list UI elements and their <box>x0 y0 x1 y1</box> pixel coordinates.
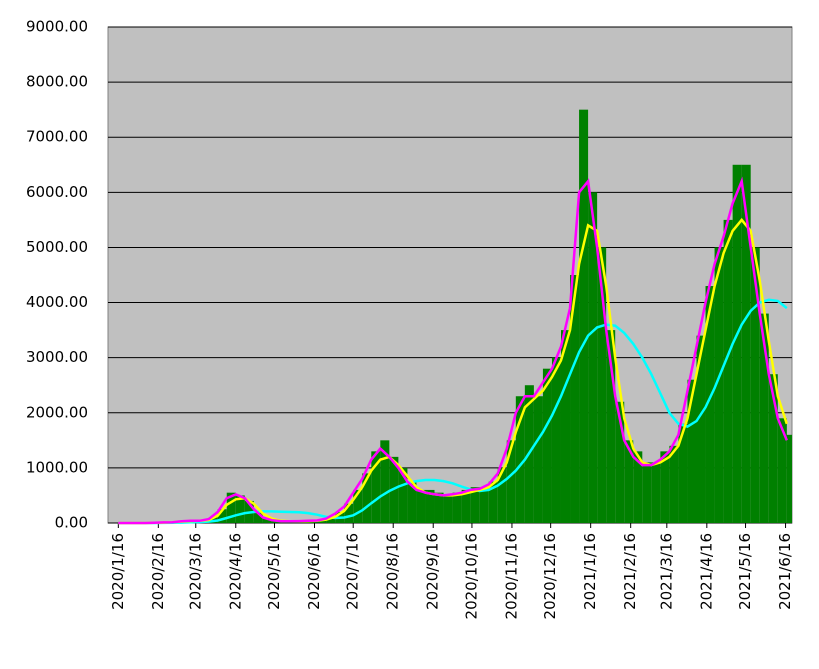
x-tick-label: 2021/1/16 <box>581 533 599 610</box>
bar <box>714 247 724 523</box>
bar <box>398 467 408 523</box>
bar <box>488 481 498 523</box>
x-tick-label: 2020/6/16 <box>305 533 323 610</box>
x-tick-label: 2020/3/16 <box>186 533 204 610</box>
x-tick-label: 2020/1/16 <box>109 533 127 610</box>
bar <box>362 473 372 523</box>
y-tick-label: 2000.00 <box>26 403 88 421</box>
y-tick-label: 7000.00 <box>26 128 88 146</box>
bar <box>741 164 751 523</box>
bar <box>262 518 272 523</box>
x-tick-label: 2020/2/16 <box>149 533 167 610</box>
bar <box>606 330 616 523</box>
bar <box>371 451 381 523</box>
bar <box>235 495 245 523</box>
bar <box>633 451 643 523</box>
bar <box>217 509 227 523</box>
plot-area <box>107 26 793 524</box>
x-tick-label: 2021/5/16 <box>736 533 754 610</box>
line <box>118 176 788 525</box>
bar <box>344 503 354 523</box>
bar <box>407 481 417 523</box>
x-tick-label: 2020/4/16 <box>226 533 244 610</box>
bar <box>353 489 363 523</box>
y-tick-label: 6000.00 <box>26 183 88 201</box>
x-tick-label: 2020/7/16 <box>344 533 362 610</box>
x-tick-label: 2020/8/16 <box>384 533 402 610</box>
bar <box>759 313 769 523</box>
x-tick-label: 2020/10/16 <box>462 533 480 619</box>
bar <box>560 330 571 523</box>
y-tick-label: 8000.00 <box>26 73 88 91</box>
bar <box>226 492 236 523</box>
x-tick-label: 2021/3/16 <box>657 533 675 610</box>
line <box>118 298 788 525</box>
y-tick-label: 5000.00 <box>26 238 88 256</box>
x-tick-label: 2021/6/16 <box>776 533 794 610</box>
bar <box>515 396 525 523</box>
bar <box>669 445 679 523</box>
y-tick-label: 0.00 <box>55 514 88 532</box>
bar <box>470 487 480 523</box>
bar <box>416 489 426 523</box>
bar <box>597 247 607 523</box>
bar <box>651 462 661 523</box>
y-tick-label: 4000.00 <box>26 293 88 311</box>
bar <box>452 492 462 523</box>
x-tick-label: 2020/5/16 <box>265 533 283 610</box>
bar <box>723 219 733 523</box>
x-tick-label: 2020/11/16 <box>502 533 520 619</box>
bar <box>443 495 453 523</box>
bar <box>705 286 715 523</box>
bar <box>551 357 561 523</box>
bar <box>687 379 697 523</box>
bar <box>380 440 390 523</box>
x-tick-label: 2020/9/16 <box>424 533 442 610</box>
bar <box>317 520 327 523</box>
bar <box>624 440 634 523</box>
bar <box>542 368 552 523</box>
x-tick-label: 2021/2/16 <box>621 533 639 610</box>
bar <box>253 511 263 523</box>
bar <box>768 374 778 523</box>
bar <box>497 467 507 523</box>
bar <box>615 401 625 523</box>
bar <box>642 462 652 523</box>
bar <box>533 396 543 523</box>
bar <box>461 489 471 523</box>
bar <box>434 492 444 523</box>
x-tick-label: 2020/12/16 <box>541 533 559 619</box>
y-tick-label: 3000.00 <box>26 348 88 366</box>
bar <box>506 440 516 523</box>
bar <box>588 192 598 524</box>
bar <box>696 335 706 523</box>
y-tick-label: 1000.00 <box>26 458 88 476</box>
bar <box>678 423 688 523</box>
bar <box>579 109 589 524</box>
bar <box>660 451 670 523</box>
bar <box>326 517 336 523</box>
bar <box>732 164 742 523</box>
bar <box>425 489 435 523</box>
x-tick-label: 2021/4/16 <box>697 533 715 610</box>
bar <box>786 434 792 523</box>
bar <box>479 487 489 523</box>
bar <box>750 247 760 523</box>
bar <box>570 275 580 523</box>
y-tick-label: 9000.00 <box>26 18 88 36</box>
bar <box>777 418 787 523</box>
